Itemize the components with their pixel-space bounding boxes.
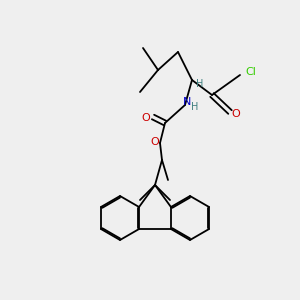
- Text: O: O: [151, 137, 159, 147]
- Text: H: H: [196, 79, 204, 89]
- Text: N: N: [183, 97, 191, 107]
- Text: Cl: Cl: [245, 67, 256, 77]
- Text: O: O: [232, 109, 240, 119]
- Text: H: H: [191, 102, 199, 112]
- Text: O: O: [142, 113, 150, 123]
